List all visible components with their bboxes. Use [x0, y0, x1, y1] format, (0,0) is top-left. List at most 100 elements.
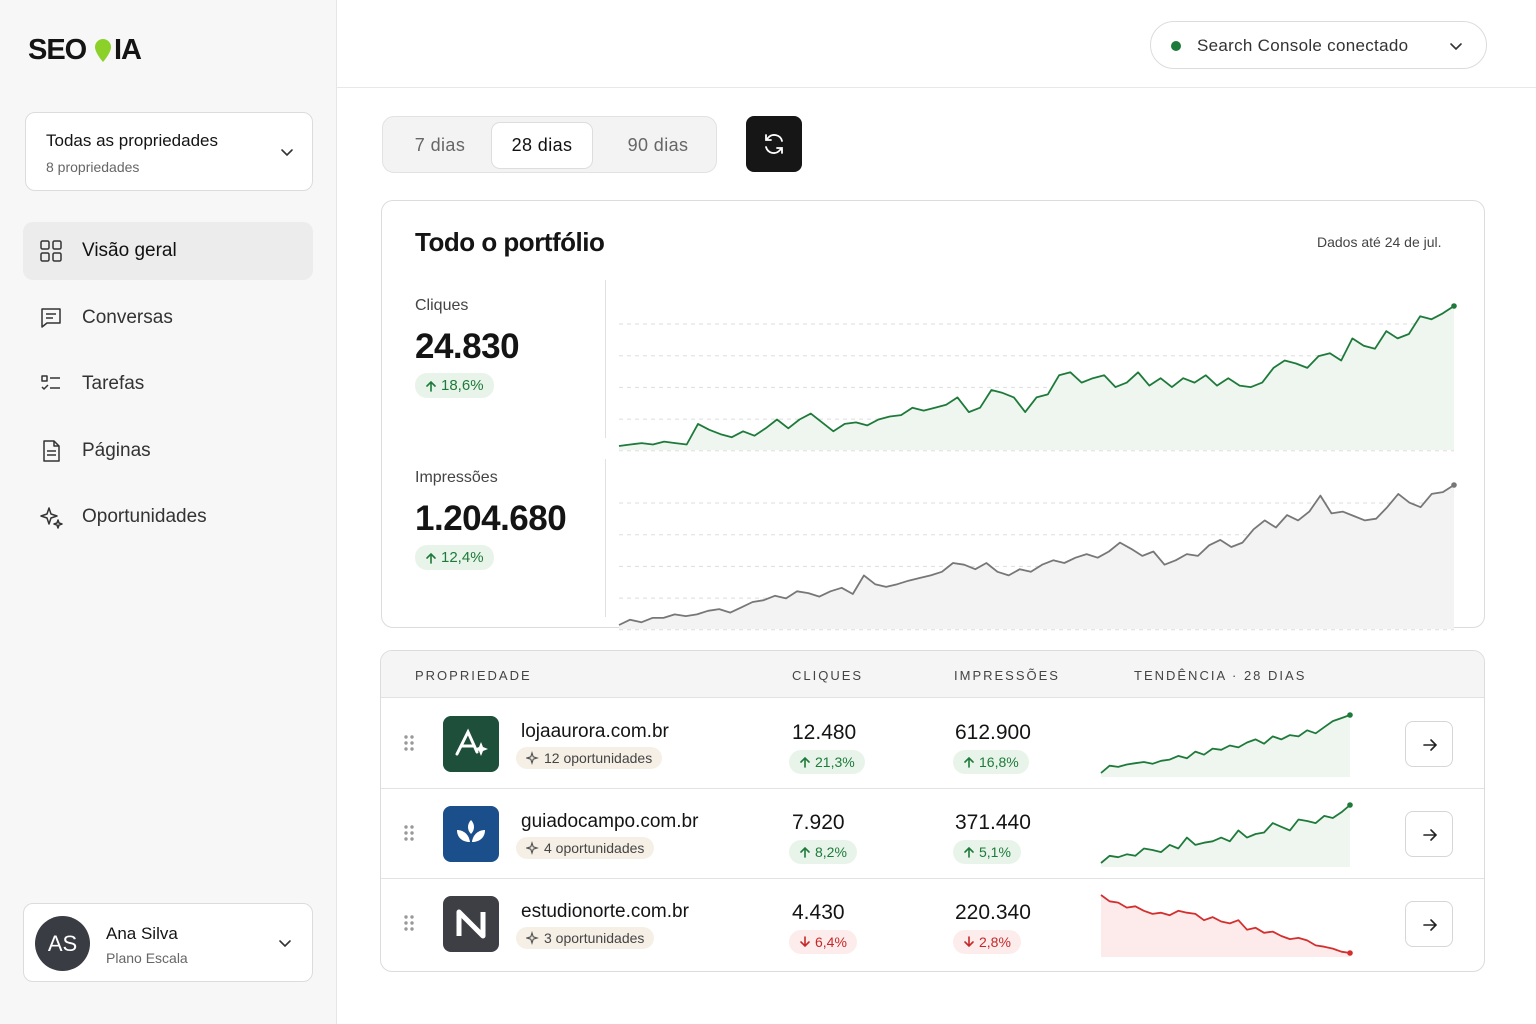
nav-item[interactable]: Oportunidades	[23, 488, 313, 546]
column-header: CLIQUES	[792, 668, 864, 683]
change-value: 21,3%	[815, 754, 855, 770]
metric-label: Impressões	[415, 469, 498, 486]
trend-area	[619, 485, 1454, 629]
trend-area	[1101, 805, 1350, 867]
nav-item[interactable]: Visão geral	[23, 222, 313, 280]
trend-line	[1100, 714, 1351, 774]
change-value: 18,6%	[441, 377, 484, 394]
change-value: 6,4%	[815, 934, 847, 950]
user-card[interactable]: AS Ana Silva Plano Escala	[23, 903, 313, 982]
opportunities-badge: 12 oportunidades	[516, 747, 663, 769]
drag-handle	[404, 915, 414, 931]
nav-item[interactable]: Tarefas	[23, 355, 313, 413]
refresh-button[interactable]	[746, 116, 802, 172]
metric-value: 1.204.680	[415, 499, 567, 538]
impressions-change: 5,1%	[953, 840, 1021, 864]
nav-icon	[41, 307, 61, 328]
trend-end-dot	[1451, 482, 1457, 488]
column-header: IMPRESSÕES	[954, 668, 1060, 683]
open-button[interactable]	[1405, 901, 1453, 947]
user-plan: Plano Escala	[106, 950, 188, 966]
nav-item[interactable]: Conversas	[23, 289, 313, 347]
brand-pin	[95, 39, 111, 62]
trend-end-dot	[1451, 303, 1457, 309]
range-tab[interactable]: 28 dias	[491, 122, 593, 169]
nav-label: Oportunidades	[82, 506, 207, 527]
trend-end-dot	[1347, 712, 1353, 718]
nav-label: Visão geral	[82, 240, 177, 261]
refresh-icon	[765, 134, 783, 154]
property-logo	[443, 896, 499, 952]
change-value: 16,8%	[979, 754, 1019, 770]
chevron	[281, 149, 293, 157]
arrow-right	[1423, 919, 1438, 931]
row-trend	[1100, 712, 1353, 777]
nav-label: Tarefas	[82, 373, 145, 394]
metric-change: 12,4%	[415, 545, 494, 570]
row-trend	[1100, 802, 1353, 867]
chevron	[1450, 43, 1462, 51]
user-name: Ana Silva	[106, 924, 178, 943]
change-value: 2,8%	[979, 934, 1011, 950]
chart-divider	[605, 459, 606, 617]
arrow-icon	[964, 936, 974, 948]
impressions-change: 16,8%	[953, 750, 1029, 774]
range-tab[interactable]: 7 dias	[414, 135, 466, 155]
brand-right: IA	[114, 34, 142, 66]
row-clicks: 7.920	[792, 811, 845, 834]
status-dot	[1171, 41, 1181, 51]
header-divider	[337, 87, 1536, 88]
property-selector[interactable]: Todas as propriedades 8 propriedades	[25, 112, 313, 191]
change-value: 8,2%	[815, 844, 847, 860]
open-button[interactable]	[1405, 721, 1453, 767]
nav-icon	[43, 439, 60, 462]
property-table: PROPRIEDADE CLIQUES IMPRESSÕES TENDÊNCIA · …	[380, 650, 1485, 972]
trend-end-dot	[1347, 950, 1353, 956]
metric-chart	[618, 482, 1457, 631]
trend-area	[1101, 715, 1350, 777]
portfolio-card: Todo o portfólio Dados até 24 de jul. Cliq…	[381, 200, 1485, 631]
connection-pill[interactable]: Search Console conectado	[1150, 21, 1487, 69]
opportunities-badge: 4 oportunidades	[516, 837, 655, 859]
portfolio-updated: Dados até 24 de jul.	[1317, 234, 1442, 250]
impressions-change: 2,8%	[953, 930, 1021, 954]
arrow-icon	[426, 552, 436, 564]
opportunities-label: 3 oportunidades	[544, 930, 645, 946]
drag-handle	[404, 825, 414, 841]
trend-area	[619, 306, 1454, 450]
property-subtitle: 8 propriedades	[46, 159, 140, 175]
sparkle-icon	[526, 841, 539, 855]
property-title: Todas as propriedades	[46, 131, 219, 150]
arrow-icon	[426, 380, 436, 392]
change-value: 12,4%	[441, 549, 484, 566]
nav-item[interactable]: Páginas	[23, 422, 313, 480]
chart-divider	[605, 280, 606, 438]
open-button[interactable]	[1405, 811, 1453, 857]
trend-line	[1100, 894, 1351, 954]
property-domain: lojaaurora.com.br	[521, 721, 669, 742]
nav-icon	[40, 240, 62, 262]
clicks-change: 6,4%	[789, 930, 857, 954]
nav-icon	[41, 375, 60, 390]
arrow-right	[1423, 829, 1438, 841]
arrow-icon	[964, 846, 974, 858]
trend-line	[618, 484, 1455, 626]
trend-line	[1100, 804, 1351, 864]
portfolio-title: Todo o portfólio	[415, 227, 605, 257]
arrow-icon	[964, 756, 974, 768]
row-divider	[381, 878, 1484, 879]
row-divider	[381, 788, 1484, 789]
arrow-icon	[800, 936, 810, 948]
row-impressions: 220.340	[955, 901, 1031, 924]
range-tab[interactable]: 90 dias	[627, 135, 689, 155]
property-logo	[443, 716, 499, 772]
property-domain: estudionorte.com.br	[521, 901, 689, 922]
opportunities-badge: 3 oportunidades	[516, 927, 655, 949]
clicks-change: 21,3%	[789, 750, 865, 774]
metric-value: 24.830	[415, 327, 520, 366]
drag-handle	[404, 735, 414, 751]
brand-left: SEO	[28, 34, 87, 66]
row-clicks: 4.430	[792, 901, 845, 924]
table-header	[381, 651, 1484, 698]
